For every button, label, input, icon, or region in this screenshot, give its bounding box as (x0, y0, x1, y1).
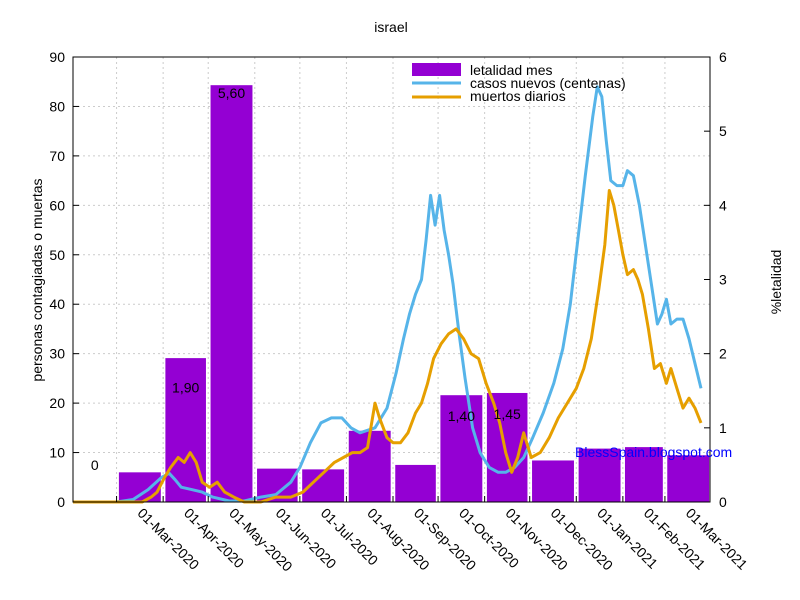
y-left-tick-label: 10 (49, 445, 65, 461)
legend-item-letalidad: letalidad mes (412, 62, 553, 78)
bar-2020-03-01 (118, 472, 161, 502)
legend-label-muertos: muertos diarios (470, 88, 566, 104)
bar-labels: 0 1,90 5,60 1,40 1,45 (91, 85, 521, 473)
bar-2021-03-01 (667, 455, 710, 502)
bar-2020-09-01 (395, 464, 436, 502)
y-axis-left-label: personas contagiadas o muertas (29, 178, 45, 381)
y-right-tick-label: 6 (719, 49, 727, 65)
line-series (73, 85, 703, 504)
bar-2020-10-01 (440, 395, 483, 502)
y-axis-right-label: %letalidad (768, 250, 784, 315)
y-left-tick-label: 90 (49, 49, 65, 65)
legend-label-letalidad: letalidad mes (470, 62, 553, 78)
watermark-text: BlessSpain.blogspot.com (575, 444, 732, 460)
legend-item-muertos: muertos diarios (412, 88, 566, 104)
y-left-tick-label: 60 (49, 197, 65, 213)
y-right-tick-label: 2 (719, 346, 727, 362)
y-left-tick-label: 20 (49, 395, 65, 411)
bar-2021-02-01 (624, 447, 663, 502)
bar-value-label: 1,45 (494, 406, 521, 422)
bar-value-label: 5,60 (218, 85, 245, 101)
bar-2020-05-01 (210, 85, 253, 502)
casos-nuevos-line (73, 85, 703, 504)
bar-value-label: 1,90 (172, 380, 199, 396)
y-left-tick-label: 70 (49, 148, 65, 164)
y-left-tick-label: 80 (49, 98, 65, 114)
legend-item-casos: casos nuevos (centenas) (412, 75, 626, 91)
y-right-tick-label: 3 (719, 272, 727, 288)
bar-value-label: 1,40 (448, 408, 475, 424)
y-left-tick-label: 30 (49, 346, 65, 362)
y-right-tick-label: 4 (719, 197, 727, 213)
y-right-tick-label: 5 (719, 123, 727, 139)
y-right-tick-label: 1 (719, 420, 727, 436)
legend: letalidad mes casos nuevos (centenas) mu… (412, 62, 626, 104)
y-left-tick-label: 50 (49, 247, 65, 263)
y-right-tick-label: 0 (719, 494, 727, 510)
bar-series (118, 85, 710, 502)
y-left-tick-label: 40 (49, 296, 65, 312)
bar-value-label: 0 (91, 457, 99, 473)
muertos-diarios-line (73, 189, 703, 504)
chart-title: israel (374, 19, 407, 35)
y-left-tick-label: 0 (57, 494, 65, 510)
legend-label-casos: casos nuevos (centenas) (470, 75, 626, 91)
legend-swatch-letalidad (412, 63, 461, 76)
bar-2020-12-01 (532, 460, 574, 502)
bar-2021-01-01 (578, 448, 621, 502)
